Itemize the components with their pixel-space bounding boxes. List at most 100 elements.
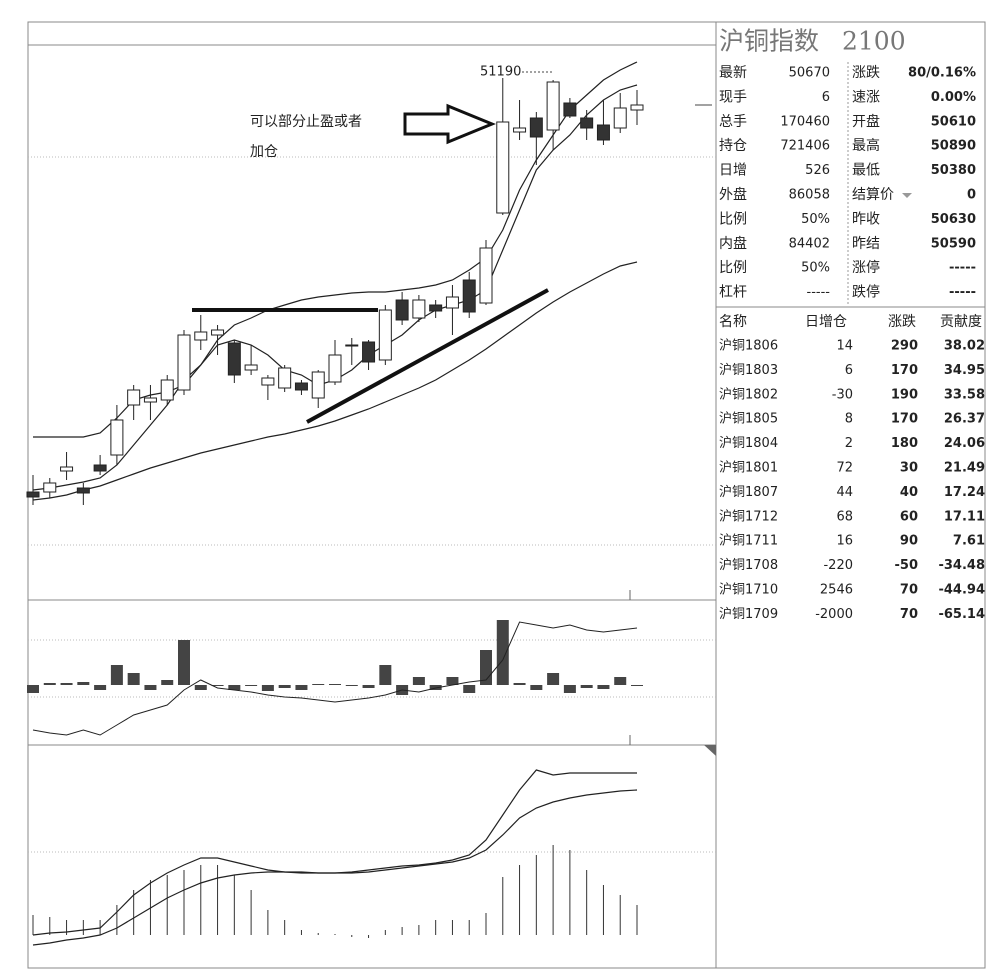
quote-label: 现手 bbox=[719, 89, 747, 105]
quote-value: 80/0.16% bbox=[908, 66, 976, 81]
row-contribution: 26.37 bbox=[944, 412, 985, 427]
quote-value: 0.00% bbox=[931, 90, 976, 105]
row-contribution: 21.49 bbox=[944, 461, 985, 476]
candle-body bbox=[362, 341, 376, 363]
price-panel bbox=[26, 61, 644, 946]
volume-bar bbox=[161, 680, 174, 685]
row-change: 70 bbox=[900, 607, 918, 622]
quote-value: 50590 bbox=[931, 236, 976, 251]
quote-value: 50630 bbox=[931, 212, 976, 227]
row-name: 沪铜1710 bbox=[719, 582, 778, 598]
volume-bar bbox=[110, 665, 123, 685]
quote-value: 50380 bbox=[931, 163, 976, 178]
row-name: 沪铜1709 bbox=[719, 606, 778, 622]
row-oi: -2000 bbox=[815, 607, 853, 622]
volume-bar bbox=[329, 684, 341, 685]
annotation: 加仓 bbox=[250, 144, 278, 160]
quote-value: ----- bbox=[807, 285, 831, 300]
volume-bar bbox=[245, 685, 258, 686]
volume-bar bbox=[27, 685, 39, 693]
dropdown-icon bbox=[902, 193, 912, 198]
table-header: 涨跌 bbox=[888, 314, 916, 330]
volume-bar bbox=[261, 685, 274, 691]
candle-body bbox=[546, 81, 560, 131]
row-change: 30 bbox=[900, 461, 918, 476]
quote-label: 最新 bbox=[719, 65, 747, 81]
row-name: 沪铜1802 bbox=[719, 386, 778, 402]
volume-bar bbox=[77, 682, 90, 685]
candle-body bbox=[93, 464, 107, 472]
row-oi: -30 bbox=[832, 387, 853, 402]
row-contribution: -44.94 bbox=[938, 583, 985, 598]
candle-body bbox=[395, 299, 409, 321]
row-contribution: 34.95 bbox=[944, 363, 985, 378]
volume-bar bbox=[379, 665, 392, 685]
row-name: 沪铜1807 bbox=[719, 484, 778, 500]
candle-body bbox=[345, 344, 359, 347]
table-header: 贡献度 bbox=[940, 314, 982, 330]
quote-label: 昨收 bbox=[852, 211, 880, 227]
volume-bar bbox=[412, 677, 425, 685]
row-oi: 44 bbox=[836, 485, 853, 500]
quote-value: 170460 bbox=[780, 114, 830, 129]
row-change: 170 bbox=[891, 412, 918, 427]
row-oi: 72 bbox=[836, 461, 853, 476]
row-change: 40 bbox=[900, 485, 918, 500]
row-contribution: 24.06 bbox=[944, 436, 985, 451]
quote-label: 比例 bbox=[719, 260, 747, 276]
quote-value: 50610 bbox=[931, 114, 976, 129]
volume-bar bbox=[513, 683, 526, 685]
quote-value: 721406 bbox=[780, 139, 830, 154]
volume-bar bbox=[496, 620, 509, 685]
candle-body bbox=[563, 102, 577, 117]
volume-bar bbox=[127, 673, 140, 685]
table-header: 名称 bbox=[719, 314, 747, 330]
candle-body bbox=[60, 466, 74, 472]
candle-body bbox=[513, 127, 527, 133]
volume-bar bbox=[228, 685, 241, 690]
row-contribution: 17.11 bbox=[944, 509, 985, 524]
row-contribution: 17.24 bbox=[944, 485, 985, 500]
row-contribution: 33.58 bbox=[944, 387, 985, 402]
row-change: 90 bbox=[900, 534, 918, 549]
volume-bar bbox=[614, 677, 627, 685]
row-name: 沪铜1801 bbox=[719, 460, 778, 476]
volume-bar bbox=[530, 685, 543, 690]
candle-body bbox=[529, 117, 543, 138]
candle-body bbox=[580, 117, 594, 129]
volume-bar bbox=[43, 683, 56, 685]
volume-bar bbox=[563, 685, 576, 693]
candle-body bbox=[294, 382, 308, 391]
quote-label: 内盘 bbox=[719, 235, 747, 252]
row-name: 沪铜1708 bbox=[719, 557, 778, 573]
candle-body bbox=[211, 329, 225, 336]
quote-value: 50890 bbox=[931, 139, 976, 154]
quote-label: 结算价 bbox=[852, 187, 894, 203]
row-change: 70 bbox=[900, 583, 918, 598]
row-contribution: -34.48 bbox=[938, 558, 985, 573]
row-change: 60 bbox=[900, 509, 918, 524]
quote-value: 6 bbox=[822, 90, 830, 105]
quote-label: 涨停 bbox=[852, 259, 880, 276]
quote-label: 比例 bbox=[719, 211, 747, 227]
candle-body bbox=[110, 419, 124, 456]
candle-body bbox=[311, 371, 325, 399]
row-oi: 2 bbox=[845, 436, 853, 451]
volume-bar bbox=[547, 673, 560, 685]
row-name: 沪铜1803 bbox=[719, 362, 778, 378]
row-change: 170 bbox=[891, 363, 918, 378]
row-oi: -220 bbox=[823, 558, 853, 573]
price-line bbox=[32, 261, 638, 501]
volume-line bbox=[32, 621, 638, 736]
volume-bar bbox=[580, 685, 593, 688]
row-oi: 16 bbox=[836, 534, 853, 549]
annotation-arrow bbox=[403, 103, 496, 145]
quote-label: 外盘 bbox=[719, 186, 747, 203]
quote-label: 跌停 bbox=[852, 284, 880, 301]
row-change: 180 bbox=[891, 436, 918, 451]
candle-body bbox=[26, 491, 40, 498]
quote-label: 日增 bbox=[719, 163, 747, 179]
quote-label: 持仓 bbox=[719, 138, 747, 154]
volume-bar bbox=[446, 677, 459, 685]
